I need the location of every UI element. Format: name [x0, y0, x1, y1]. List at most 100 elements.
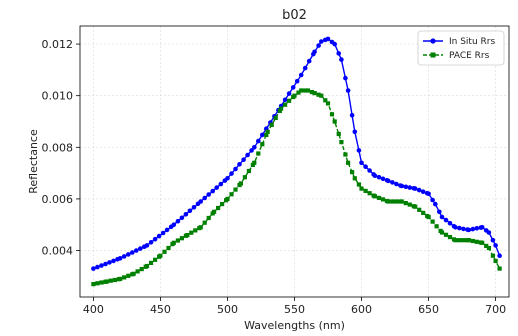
data-point — [279, 106, 284, 111]
data-point — [407, 185, 413, 190]
axis-ticks: 400 450 500 550 600 650 700 0.004 0.006 0.008 0.01… — [42, 38, 507, 316]
data-point — [403, 201, 408, 206]
data-point — [218, 181, 224, 187]
data-point — [202, 195, 207, 201]
y-tick-label: 0.004 — [42, 245, 74, 258]
data-point — [149, 260, 154, 265]
data-point — [175, 238, 180, 243]
data-point — [316, 43, 321, 48]
legend-marker — [430, 38, 436, 44]
data-point — [399, 183, 405, 189]
data-point — [359, 160, 364, 166]
legend: In Situ Rrs PACE Rrs — [417, 30, 505, 66]
data-point — [332, 119, 337, 124]
data-point — [269, 122, 274, 127]
data-point — [412, 186, 418, 191]
x-tick-label: 450 — [150, 303, 171, 316]
data-point — [474, 226, 480, 231]
legend-frame — [417, 30, 505, 66]
data-point — [256, 151, 261, 156]
data-point — [148, 240, 154, 245]
data-point — [336, 131, 341, 136]
data-point — [376, 195, 382, 200]
data-point — [210, 188, 215, 194]
data-point — [95, 281, 100, 286]
data-point — [156, 233, 162, 239]
data-point — [490, 237, 496, 243]
data-point — [367, 168, 372, 173]
data-point — [479, 225, 485, 230]
data-point — [350, 170, 355, 175]
data-point — [144, 263, 150, 269]
data-point — [339, 57, 344, 62]
data-point — [443, 232, 449, 237]
data-point — [158, 253, 163, 258]
data-point — [299, 88, 304, 93]
data-point — [417, 207, 422, 212]
data-point — [484, 243, 489, 248]
series-in-situ-rrs — [91, 36, 502, 271]
data-point — [245, 152, 250, 158]
data-point — [111, 258, 116, 264]
data-point — [302, 65, 308, 71]
data-point — [99, 263, 104, 268]
data-point — [453, 238, 458, 243]
data-point — [187, 208, 193, 214]
data-point — [319, 39, 324, 44]
data-point — [312, 91, 317, 96]
data-point — [372, 173, 378, 178]
y-tick-label: 0.012 — [42, 38, 74, 51]
data-point — [480, 240, 485, 245]
data-point — [193, 228, 198, 233]
data-point — [126, 273, 131, 278]
data-point — [255, 138, 261, 144]
data-point — [233, 187, 238, 192]
data-point — [497, 253, 502, 258]
legend-label: PACE Rrs — [449, 51, 490, 61]
data-point — [99, 280, 104, 285]
data-point — [286, 91, 292, 96]
data-point — [216, 205, 221, 211]
data-point — [367, 191, 372, 196]
data-point — [212, 209, 217, 214]
data-point — [345, 88, 351, 93]
data-point — [160, 230, 166, 236]
data-point — [394, 199, 399, 204]
legend-entry: PACE Rrs — [423, 51, 490, 61]
data-point — [166, 245, 171, 251]
data-point — [95, 264, 100, 270]
data-point — [122, 275, 127, 280]
data-point — [437, 209, 442, 215]
data-point — [162, 249, 167, 254]
data-point — [183, 212, 189, 217]
legend-marker — [430, 52, 436, 58]
data-point — [316, 92, 321, 97]
data-point — [237, 162, 242, 167]
data-point — [131, 271, 136, 276]
data-point — [298, 72, 304, 78]
data-point — [343, 75, 348, 81]
data-point — [457, 238, 462, 243]
data-point — [171, 222, 177, 227]
data-point — [359, 186, 364, 191]
data-point — [420, 189, 426, 194]
data-point — [229, 192, 234, 197]
data-point — [339, 140, 344, 145]
data-point — [252, 145, 257, 150]
data-point — [206, 215, 211, 221]
data-point — [265, 129, 270, 134]
data-point — [453, 225, 458, 230]
data-point — [303, 88, 308, 93]
legend-label: In Situ Rrs — [449, 37, 495, 47]
data-point — [179, 236, 184, 241]
data-point — [407, 202, 412, 207]
data-point — [413, 204, 418, 209]
data-point — [329, 112, 335, 117]
data-point — [466, 238, 471, 243]
data-point — [107, 260, 112, 265]
data-point — [336, 51, 342, 56]
x-tick-label: 650 — [418, 303, 439, 316]
data-point — [225, 176, 230, 181]
x-axis-label: Wavelengths (nm) — [244, 319, 345, 332]
